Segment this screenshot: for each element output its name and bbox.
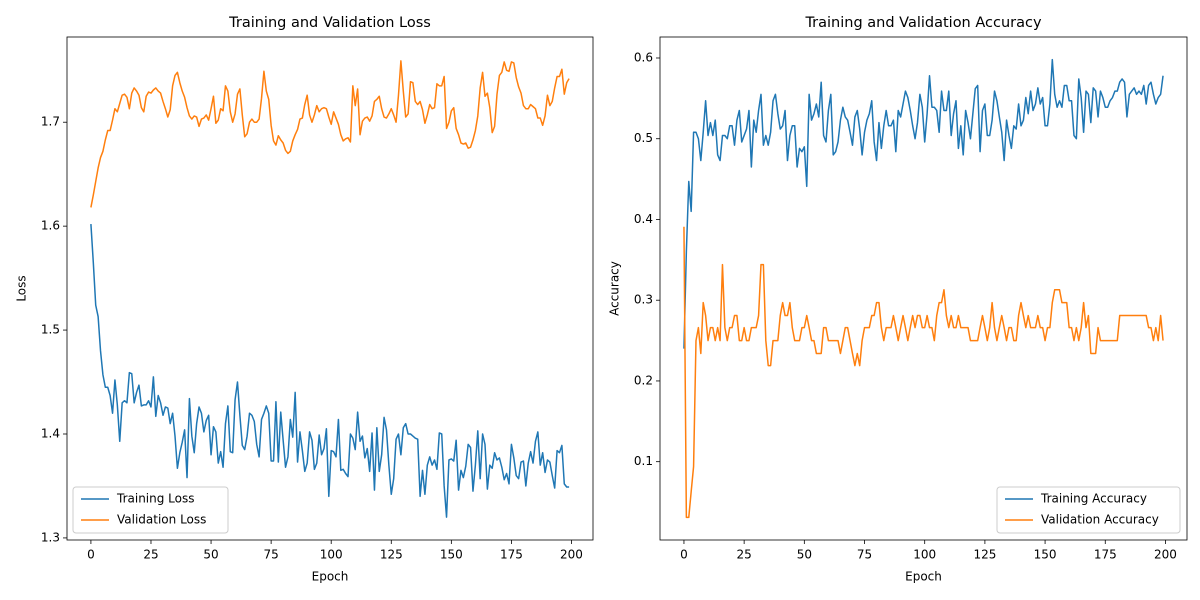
x-tick-label: 200 xyxy=(1154,548,1177,562)
axes: 0 25 50 75 100 125 150 175 200 1.3 1.4 1.5 1.6 1.7 Tra… xyxy=(15,15,594,584)
x-tick-label: 25 xyxy=(143,548,158,562)
y-tick-label: 0.6 xyxy=(634,50,653,64)
y-tick-label: 1.4 xyxy=(41,426,60,440)
x-tick-label: 75 xyxy=(263,548,278,562)
x-tick-label: 25 xyxy=(737,548,752,562)
chart-title: Training and Validation Accuracy xyxy=(804,15,1042,31)
x-tick-label: 100 xyxy=(913,548,936,562)
y-tick-label: 1.5 xyxy=(41,323,60,337)
x-tick-label: 150 xyxy=(1034,548,1057,562)
y-tick-label: 1.6 xyxy=(41,219,60,233)
x-tick-label: 125 xyxy=(380,548,403,562)
x-axis-label: Epoch xyxy=(905,570,942,584)
x-tick-label: 175 xyxy=(500,548,523,562)
x-tick-label: 100 xyxy=(320,548,343,562)
x-tick-label: 125 xyxy=(973,548,996,562)
y-axis-label: Accuracy xyxy=(608,261,622,316)
legend-label: Validation Loss xyxy=(117,513,206,527)
y-tick-label: 0.2 xyxy=(634,373,653,387)
y-tick-label: 0.4 xyxy=(634,212,653,226)
series-line xyxy=(90,60,570,208)
series-line xyxy=(683,226,1164,519)
axes: 0 25 50 75 100 125 150 175 200 0.1 0.2 0.3 0.4 0.5 0.6… xyxy=(608,15,1188,584)
chart-title: Training and Validation Loss xyxy=(228,15,431,31)
x-tick-label: 50 xyxy=(797,548,812,562)
legend: Training Accuracy Validation Accuracy xyxy=(996,486,1181,534)
y-axis-label: Loss xyxy=(15,275,29,301)
x-tick-label: 200 xyxy=(560,548,583,562)
x-tick-label: 0 xyxy=(680,548,688,562)
x-tick-label: 75 xyxy=(857,548,872,562)
legend-label: Training Accuracy xyxy=(1040,492,1147,506)
x-tick-label: 175 xyxy=(1094,548,1117,562)
plot-frame xyxy=(659,36,1188,541)
y-tick-label: 0.3 xyxy=(634,293,653,307)
x-tick-label: 0 xyxy=(87,548,95,562)
legend-box xyxy=(996,486,1181,534)
series-line xyxy=(90,224,570,518)
y-tick-label: 0.1 xyxy=(634,454,653,468)
plot-frame xyxy=(66,36,594,541)
legend-label: Validation Accuracy xyxy=(1041,513,1159,527)
x-tick-label: 150 xyxy=(440,548,463,562)
series-line xyxy=(683,58,1164,349)
x-tick-label: 50 xyxy=(203,548,218,562)
y-tick-label: 1.7 xyxy=(41,115,60,129)
legend-box xyxy=(72,486,229,534)
legend-label: Training Loss xyxy=(116,492,194,506)
y-tick-label: 1.3 xyxy=(41,530,60,544)
x-axis-label: Epoch xyxy=(312,570,349,584)
y-tick-label: 0.5 xyxy=(634,131,653,145)
legend: Training Loss Validation Loss xyxy=(72,486,229,534)
